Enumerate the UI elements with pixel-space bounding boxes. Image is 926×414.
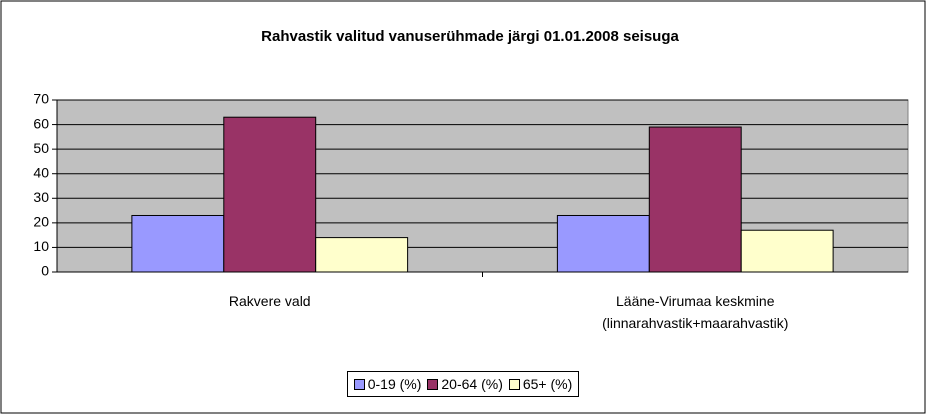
legend-item: 65+ (%): [508, 376, 573, 392]
bar: [648, 126, 742, 273]
y-tick-label: 40: [33, 164, 49, 180]
bar: [131, 214, 225, 273]
y-tick-label: 60: [33, 115, 49, 131]
x-tick-label-box: Lääne-Virumaa keskmine (linnarahvastik+m…: [602, 293, 789, 331]
x-tick-label: Rakvere vald: [228, 293, 311, 309]
bar: [315, 237, 409, 273]
y-tick-label: 10: [33, 238, 49, 254]
y-tick-label: 20: [33, 214, 49, 230]
legend-item: 0-19 (%): [353, 376, 422, 392]
x-tick-label: Lääne-Virumaa keskmine (linnarahvastik+m…: [602, 293, 789, 331]
y-tick-label: 30: [33, 189, 49, 205]
legend-wrap: 0-19 (%) 20-64 (%) 65+ (%): [263, 371, 663, 397]
legend-swatch: [353, 378, 365, 390]
legend-label: 0-19 (%): [367, 376, 422, 392]
legend-label: 20-64 (%): [441, 376, 503, 392]
x-tick-label-box: Rakvere vald: [228, 293, 311, 309]
legend: 0-19 (%) 20-64 (%) 65+ (%): [346, 371, 580, 397]
y-tick-label: 70: [33, 91, 49, 107]
legend-swatch: [508, 378, 520, 390]
bar: [223, 116, 317, 273]
legend-box: 0-19 (%) 20-64 (%) 65+ (%): [263, 371, 663, 397]
bar: [740, 229, 834, 273]
y-tick-label: 50: [33, 140, 49, 156]
chart-title: Rahvastik valitud vanuserühmade järgi 01…: [261, 28, 679, 45]
legend-label: 65+ (%): [522, 376, 573, 392]
y-tick-label: 0: [41, 263, 49, 279]
legend-swatch: [427, 378, 439, 390]
bar: [556, 214, 650, 273]
legend-item: 20-64 (%): [427, 376, 503, 392]
